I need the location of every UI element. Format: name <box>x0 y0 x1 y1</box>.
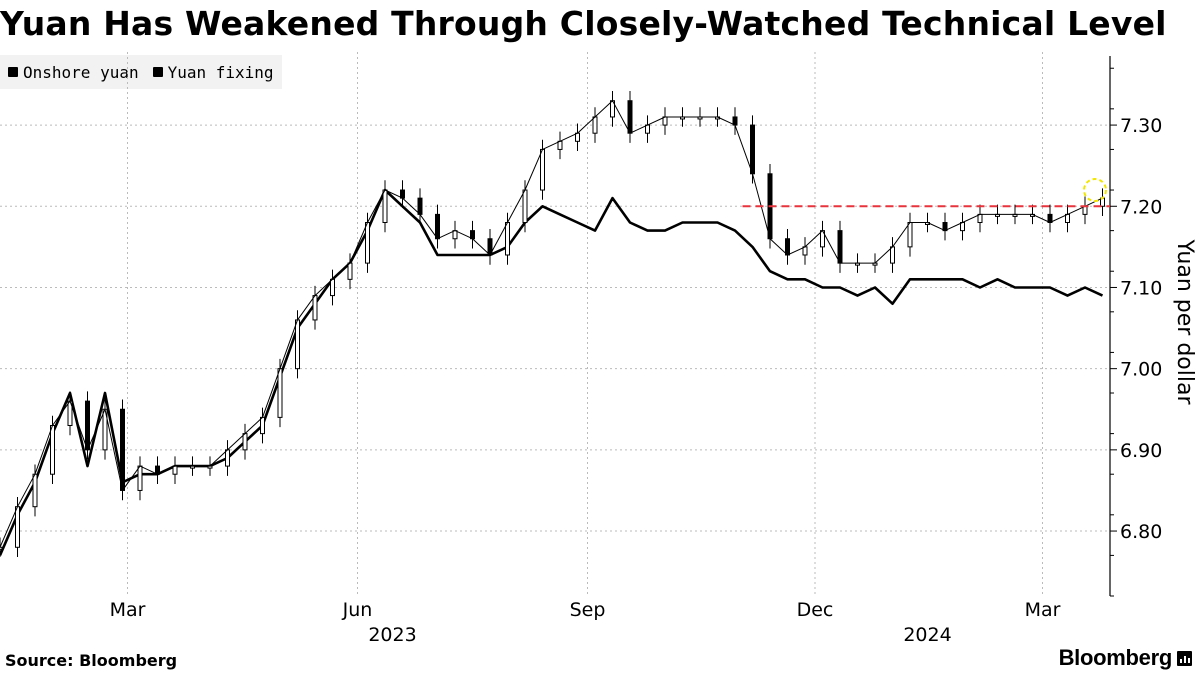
candle-body <box>242 433 248 451</box>
candle-body <box>382 189 388 224</box>
chart-title: Yuan Has Weakened Through Closely-Watche… <box>0 4 1167 43</box>
candle-body <box>960 222 965 232</box>
legend-label-onshore-yuan: Onshore yuan <box>23 62 139 82</box>
candle-body <box>312 295 318 321</box>
x-tick-label: Mar <box>110 599 146 621</box>
candle-body <box>15 506 20 548</box>
candle-body <box>260 416 265 435</box>
legend-label-yuan-fixing: Yuan fixing <box>167 62 274 82</box>
candle-body <box>522 189 528 224</box>
year-label: 2023 <box>368 624 416 646</box>
candle-body <box>85 400 90 451</box>
y-axis-title: Yuan per dollar <box>1172 239 1197 406</box>
candle-body <box>0 546 3 550</box>
y-tick-label: 6.80 <box>1120 521 1162 543</box>
candle-body <box>225 449 230 467</box>
candle-body <box>347 262 353 280</box>
series-line-onshore-yuan <box>0 100 1103 548</box>
candle-body <box>785 238 790 256</box>
y-tick-label: 7.10 <box>1120 277 1162 299</box>
candle-body <box>627 100 633 134</box>
y-tick-label: 6.90 <box>1120 440 1162 462</box>
candle-body <box>1065 213 1070 224</box>
candle-body <box>890 246 895 264</box>
candle-body <box>540 148 545 191</box>
candle-body <box>155 465 160 475</box>
x-tick-label: Jun <box>342 599 373 621</box>
x-tick-label: Sep <box>570 599 606 621</box>
highlight-circle <box>1083 178 1107 203</box>
candle-body <box>172 465 178 475</box>
y-tick-label: 7.00 <box>1120 359 1162 381</box>
source-note: Source: Bloomberg <box>5 651 178 670</box>
candle-body <box>1047 213 1053 224</box>
legend-swatch-yuan-fixing <box>152 67 163 77</box>
candle-body <box>557 140 563 150</box>
candle-body <box>295 319 300 370</box>
year-label: 2024 <box>903 624 951 646</box>
bloomberg-wordmark: Bloomberg <box>1058 645 1173 670</box>
candle-body <box>907 222 913 248</box>
candle-body <box>435 213 440 240</box>
y-tick-label: 7.30 <box>1120 115 1162 137</box>
legend-swatch-onshore-yuan <box>8 67 18 77</box>
candle-body <box>505 222 510 256</box>
candle-body <box>365 222 370 264</box>
candle-body <box>592 116 598 134</box>
candle-body <box>32 473 38 508</box>
legend: Onshore yuan Yuan fixing <box>0 55 282 89</box>
x-tick-label: Dec <box>797 599 834 621</box>
candle-body <box>575 132 580 142</box>
bloomberg-logo: Bloomberg <box>1059 645 1192 671</box>
candle-body <box>120 408 125 491</box>
candle-body <box>750 124 755 175</box>
candle-body <box>732 116 738 126</box>
candle-body <box>452 230 458 240</box>
candle-body <box>137 465 143 491</box>
bloomberg-chart-icon <box>1177 650 1192 666</box>
x-tick-label: Mar <box>1025 599 1061 621</box>
candle-body <box>417 197 423 215</box>
legend-item-yuan-fixing: Yuan fixing <box>152 62 274 82</box>
legend-item-onshore-yuan: Onshore yuan <box>8 63 139 82</box>
candle-body <box>277 368 283 418</box>
candle-body <box>977 213 983 224</box>
y-tick-label: 7.20 <box>1120 196 1162 218</box>
series-line-yuan-fixing <box>0 188 1104 556</box>
candle-body <box>330 278 335 297</box>
candle-body <box>837 230 843 264</box>
candle-body <box>50 424 55 475</box>
